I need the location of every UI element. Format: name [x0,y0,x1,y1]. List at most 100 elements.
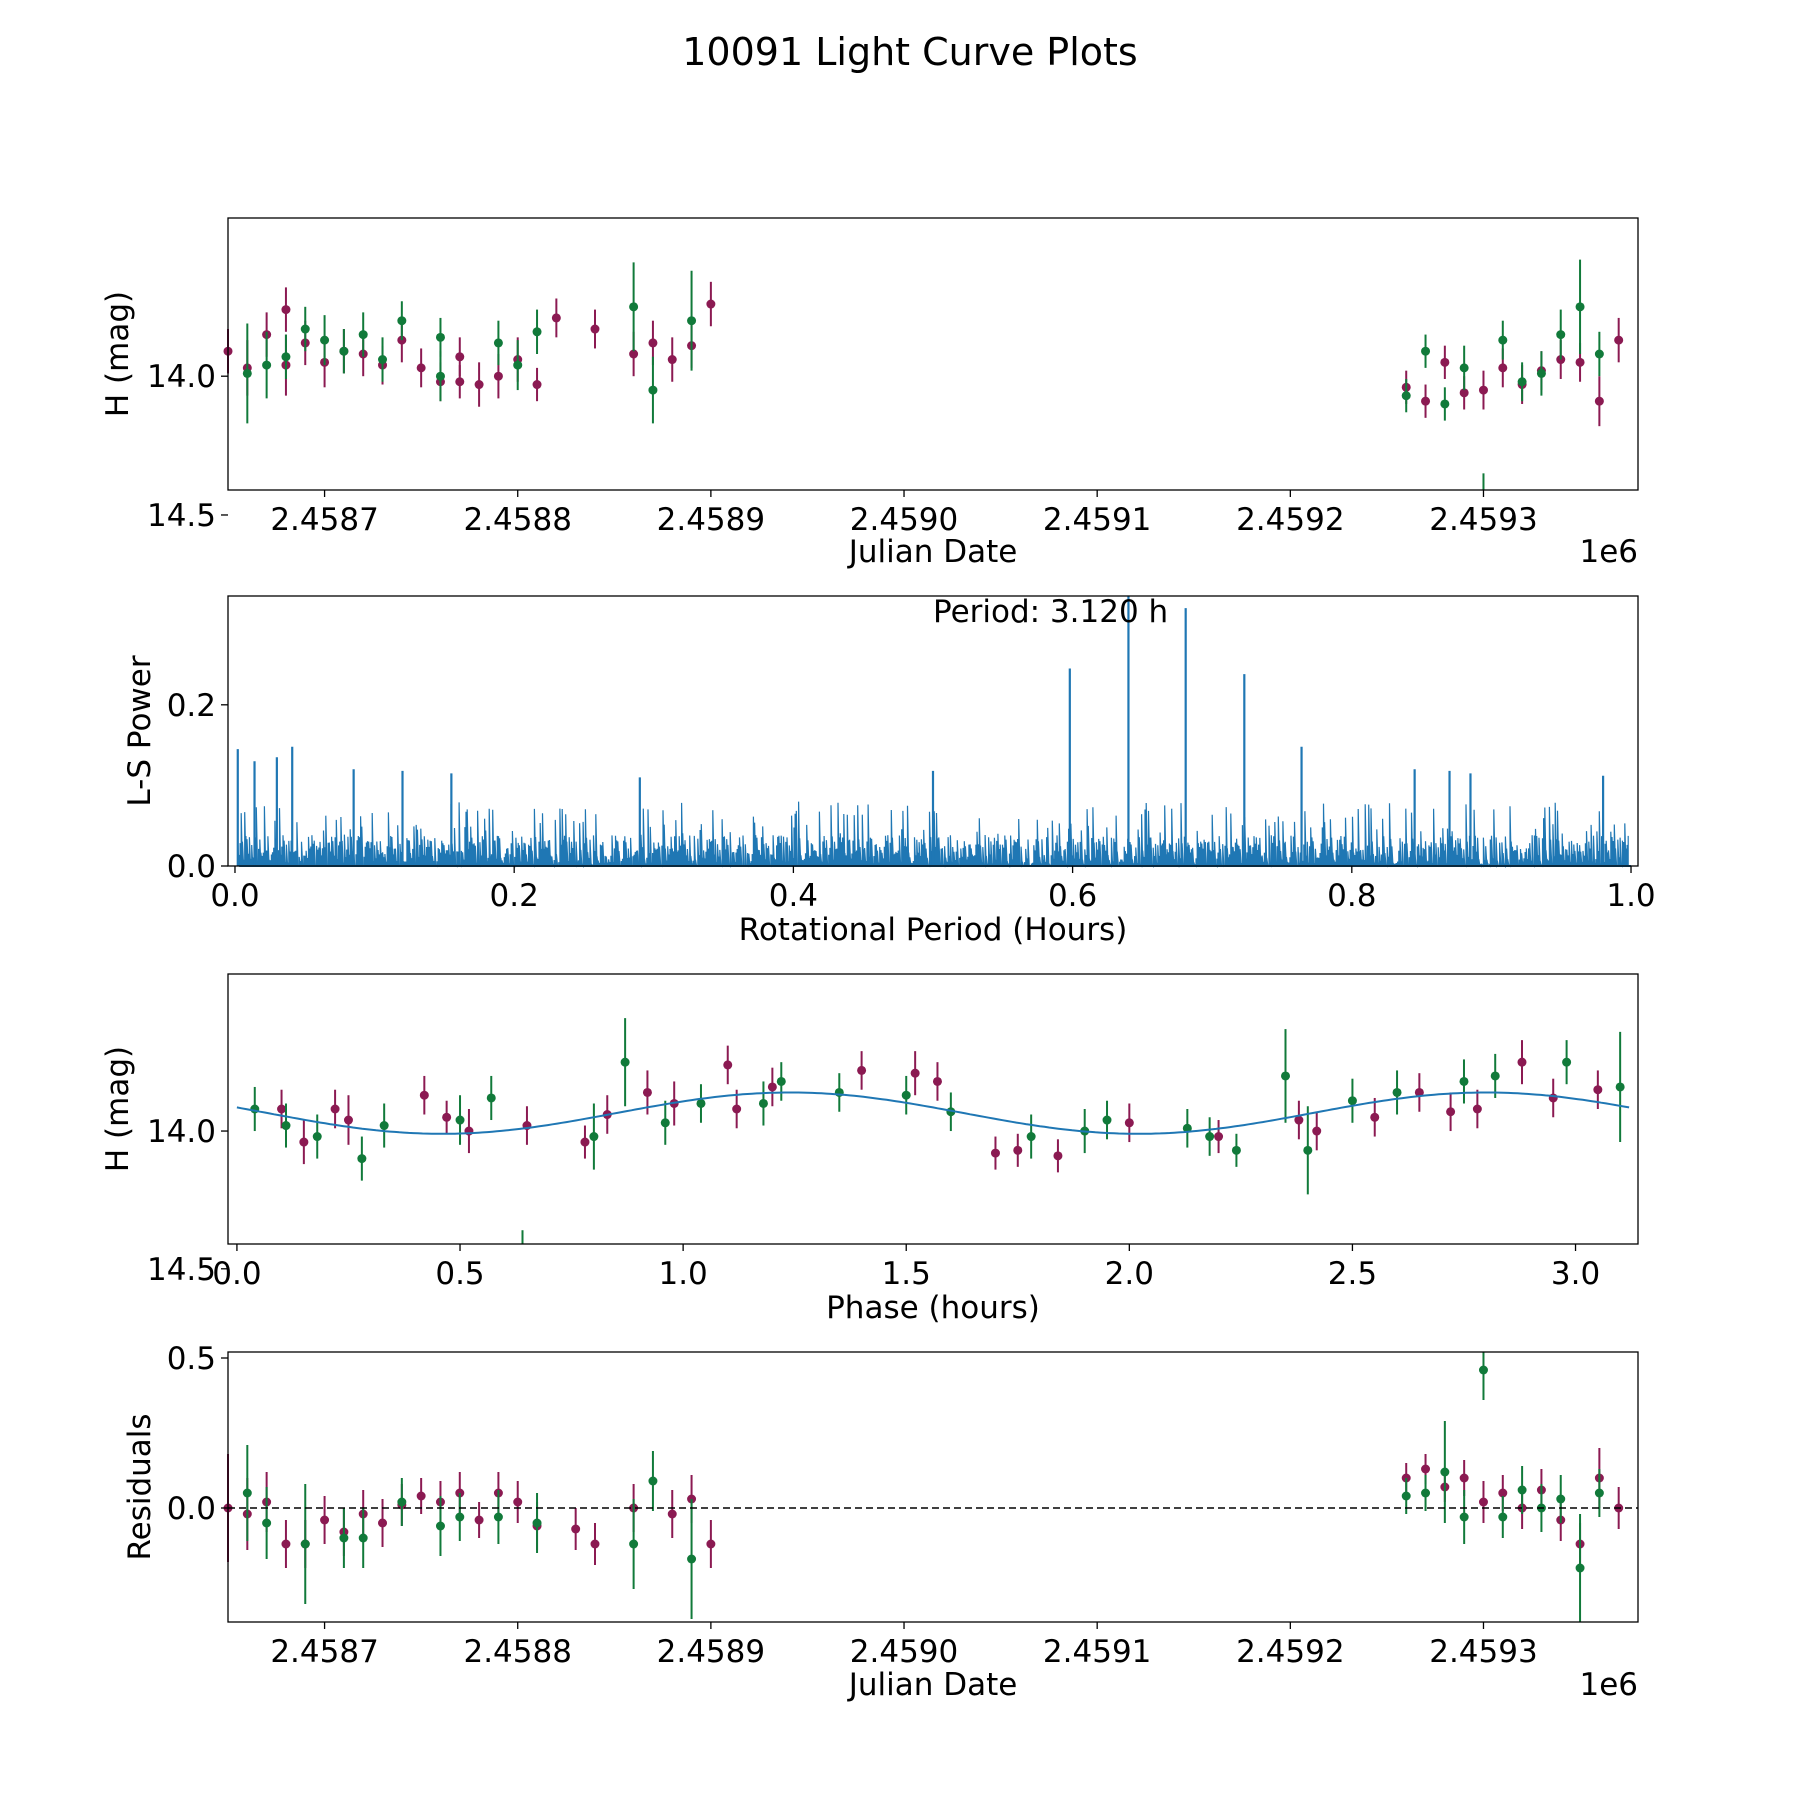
data-point [1440,357,1450,367]
data-point [1421,1488,1431,1498]
data-point [706,299,716,309]
data-point [589,1132,599,1142]
data-point [696,1098,706,1108]
lightcurve-axes-frame [227,217,1639,491]
data-point [932,1076,942,1086]
data-point [1421,1464,1431,1474]
phased-panel: 0.0 0.5 1.0 1.5 2.0 2.5 3.0 14.5 14.0 Phase (hou… [100,973,1639,1326]
data-point [330,1104,340,1114]
x-tick-label: 2.0 [1105,1256,1154,1292]
data-point [299,1137,309,1147]
phased-ticks: 0.0 0.5 1.0 1.5 2.0 2.5 3.0 14.5 14.0 [147,1114,1600,1292]
x-tick-label: 2.4591 [1043,1634,1151,1670]
data-point [281,1121,291,1131]
periodogram-x-label: Rotational Period (Hours) [739,912,1128,948]
lightcurve-y-label: H (mag) [100,291,136,417]
data-point [571,1524,581,1534]
figure-title: 10091 Light Curve Plots [682,30,1137,74]
data-point [378,355,388,365]
data-point [767,1082,777,1092]
data-point [910,1068,920,1078]
data-point [242,1488,252,1498]
data-point [435,332,445,342]
data-point [1053,1151,1063,1161]
data-point [1421,346,1431,356]
data-point [1446,1107,1456,1117]
data-point [320,335,330,345]
data-point [358,330,368,340]
data-point [532,1518,542,1528]
lightcurve-panel: 2.4587 2.4588 2.4589 2.4590 2.4591 2.4592 2.45… [100,217,1639,570]
data-point [493,338,503,348]
data-point [776,1076,786,1086]
data-point [629,1539,639,1549]
x-tick-label: 1.0 [658,1256,707,1292]
data-point [648,385,658,395]
x-tick-label: 0.4 [769,878,818,914]
periodogram-ticks: 0.0 0.2 0.4 0.6 0.8 1.0 0.2 0.0 [167,688,1656,914]
y-tick-label: 14.0 [147,359,216,395]
lightcurve-ticks: 2.4587 2.4588 2.4589 2.4590 2.4591 2.4592 2.45… [147,359,1538,538]
data-point [1614,335,1624,345]
data-point [1392,1087,1402,1097]
data-point [1013,1145,1023,1155]
data-point [1231,1145,1241,1155]
data-point [277,1104,287,1114]
lightcurve-x-offset: 1e6 [1579,534,1638,570]
data-point [590,324,600,334]
data-point [1459,1473,1469,1483]
data-point [455,1115,465,1125]
residuals-x-offset: 1e6 [1579,1667,1638,1703]
phased-axes-frame [227,973,1639,1245]
data-point [1421,396,1431,406]
data-point [629,302,639,312]
data-point [1517,377,1527,387]
data-point [1459,1076,1469,1086]
data-point [1182,1123,1192,1133]
data-point [1459,388,1469,398]
data-point [1575,1563,1585,1573]
data-point [435,371,445,381]
data-point [1370,1112,1380,1122]
data-point [300,324,310,334]
data-point [343,1115,353,1125]
x-tick-label: 2.4590 [850,1634,958,1670]
data-point [379,1121,389,1131]
data-point [1594,1488,1604,1498]
data-point [419,1090,429,1100]
y-tick-label: 14.5 [147,1252,216,1288]
data-point [990,1148,1000,1158]
x-tick-label: 2.4593 [1429,1634,1537,1670]
data-point [1556,1494,1566,1504]
x-tick-label: 0.5 [435,1256,484,1292]
data-point [1615,1082,1625,1092]
data-point [1498,363,1508,373]
x-tick-label: 2.4587 [270,1634,378,1670]
data-point [532,327,542,337]
x-tick-label: 2.4592 [1236,1634,1344,1670]
x-tick-label: 2.4587 [270,502,378,538]
data-point [474,380,484,390]
data-point [580,1137,590,1147]
data-point [723,1060,733,1070]
data-point [358,1533,368,1543]
data-point [262,1518,272,1528]
y-tick-label: 0.5 [167,1341,216,1377]
data-point [320,1515,330,1525]
data-point [532,380,542,390]
data-point [1536,368,1546,378]
residuals-panel: 2.4587 2.4588 2.4589 2.4590 2.4591 2.4592 2.45… [122,1341,1639,1703]
data-point [357,1154,367,1164]
x-tick-label: 2.4589 [657,502,765,538]
residuals-y-label: Residuals [122,1413,158,1560]
data-point [455,1512,465,1522]
x-tick-label: 0.8 [1327,878,1376,914]
data-point [1498,335,1508,345]
data-point [620,1057,630,1067]
data-point [339,1533,349,1543]
data-point [732,1104,742,1114]
data-point [1517,1485,1527,1495]
data-point [1303,1145,1313,1155]
data-point [660,1118,670,1128]
